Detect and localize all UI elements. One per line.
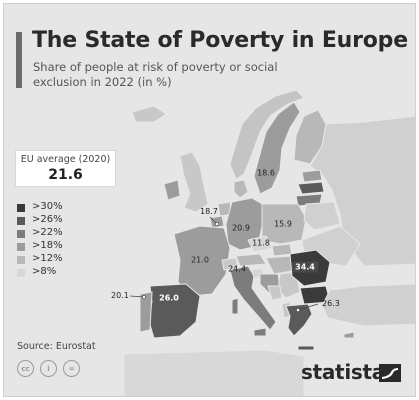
value-romania: 34.4: [292, 261, 318, 273]
legend-swatch: [17, 243, 25, 251]
region-north-africa: [123, 349, 305, 396]
region-latvia: [297, 181, 325, 195]
infographic: The State of Poverty in Europe Share of …: [3, 3, 416, 397]
callout-dot-portugal: [142, 295, 146, 299]
callout-line-portugal: [129, 295, 145, 298]
region-cyprus: [343, 331, 355, 339]
eu-average-value: 21.6: [48, 167, 83, 183]
region-spain: [147, 283, 201, 339]
europe-map: [123, 89, 415, 396]
statista-logo[interactable]: statista: [301, 360, 385, 384]
region-sicily: [253, 327, 267, 337]
eu-average-box: EU average (2020) 21.6: [15, 150, 116, 187]
cc-license-icon[interactable]: cc: [17, 360, 34, 377]
source-note: Source: Eurostat: [17, 341, 96, 352]
callout-line-greece: [297, 303, 319, 311]
value-germany: 20.9: [232, 223, 250, 233]
statista-logo-icon: [379, 364, 401, 382]
legend-swatch: [17, 256, 25, 264]
value-portugal: 20.1: [111, 291, 129, 300]
value-belgium: 18.7: [200, 207, 218, 216]
value-sweden: 18.6: [257, 168, 275, 178]
callout-dot-greece: [296, 308, 300, 312]
legend-label: >22%: [32, 227, 63, 238]
eu-average-label: EU average (2020): [20, 154, 111, 165]
region-turkey: [321, 283, 415, 327]
title-accent-bar: [16, 32, 22, 88]
region-norway: [229, 89, 305, 180]
region-sweden: [253, 101, 301, 195]
attribution-icon[interactable]: i: [40, 360, 57, 377]
legend-swatch: [17, 217, 25, 225]
region-belgium: [209, 215, 225, 229]
region-italy: [229, 265, 277, 331]
region-bosnia: [267, 285, 283, 301]
region-crete: [297, 345, 315, 351]
legend-swatch: [17, 204, 25, 212]
value-france: 21.0: [191, 255, 209, 265]
no-derivatives-icon[interactable]: =: [63, 360, 80, 377]
region-east: [309, 115, 415, 267]
region-uk: [179, 151, 209, 213]
region-sardinia: [231, 297, 239, 315]
region-denmark: [233, 179, 249, 199]
value-italy: 24.4: [228, 264, 246, 274]
value-poland: 15.9: [274, 219, 292, 229]
region-belarus: [303, 201, 341, 231]
legend-label: >30%: [32, 201, 63, 212]
region-slovakia: [271, 243, 293, 257]
region-ireland: [163, 179, 181, 201]
legend-label: >8%: [32, 266, 57, 277]
callout-dot-belgium: [215, 222, 219, 226]
subtitle: Share of people at risk of poverty or so…: [33, 60, 278, 89]
region-estonia: [301, 169, 323, 183]
region-iceland: [131, 105, 167, 123]
region-austria: [235, 253, 267, 267]
region-portugal: [139, 291, 153, 333]
legend-swatch: [17, 269, 25, 277]
region-greece: [285, 303, 313, 337]
legend-label: >12%: [32, 253, 63, 264]
legend-swatch: [17, 230, 25, 238]
region-finland: [293, 109, 327, 165]
legend-label: >26%: [32, 214, 63, 225]
legend-label: >18%: [32, 240, 63, 251]
page-title: The State of Poverty in Europe: [32, 28, 408, 53]
value-spain: 26.0: [159, 293, 179, 303]
region-france: [173, 225, 231, 297]
value-czechia: 11.8: [252, 238, 270, 248]
value-greece: 26.3: [322, 299, 340, 308]
